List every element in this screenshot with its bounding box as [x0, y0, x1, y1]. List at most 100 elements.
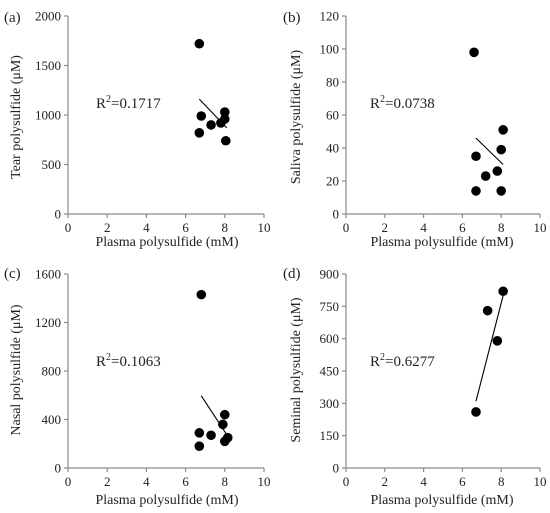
data-point [220, 409, 230, 420]
data-point [496, 144, 507, 155]
x-axis-label: Plasma polysulfide (mM) [95, 493, 238, 508]
scatter-points [469, 47, 508, 196]
y-axis-label: Seminal polysulfide (μM) [289, 297, 304, 442]
panel-seminal: (d) 0 150 300 450 600 750 900 0 2 4 6 8 10 Seminal p… [283, 266, 547, 508]
data-point [220, 135, 231, 146]
x-tick-label: 8 [498, 474, 505, 489]
x-tick-label: 8 [222, 220, 229, 235]
data-point [471, 186, 481, 196]
axes: 0 500 1000 1500 2000 0 2 4 6 8 10 [35, 9, 271, 236]
data-point [496, 186, 507, 196]
y-tick-label: 1600 [35, 267, 61, 282]
x-axis-label: Plasma polysulfide (mM) [370, 235, 513, 250]
x-tick-label: 6 [459, 474, 466, 489]
x-tick-label: 2 [382, 220, 389, 235]
y-tick-label: 750 [320, 299, 340, 314]
x-tick-label: 0 [343, 474, 350, 489]
data-point [471, 407, 481, 417]
x-tick-label: 4 [143, 474, 150, 489]
y-tick-label: 1500 [35, 58, 61, 73]
x-tick-label: 0 [343, 220, 350, 235]
y-tick-label: 2000 [35, 9, 61, 24]
y-tick-label: 150 [320, 428, 340, 443]
x-tick-label: 2 [104, 220, 111, 235]
panel-saliva: (b) 0 20 40 60 80 100 120 0 2 4 6 8 10 Saliva polysu… [283, 9, 547, 251]
panel-label: (a) [4, 10, 21, 26]
x-tick-label: 4 [420, 220, 427, 235]
y-tick-label: 300 [320, 396, 340, 411]
data-point [220, 114, 230, 124]
panel-label: (d) [283, 266, 301, 282]
x-tick-label: 6 [459, 220, 466, 235]
panel-tear: (a) 0 500 1000 1500 2000 0 2 4 6 8 10 Tear polysul… [4, 9, 271, 251]
y-tick-label: 800 [42, 364, 62, 379]
data-point [194, 38, 205, 49]
x-tick-label: 10 [534, 474, 547, 489]
x-tick-label: 10 [258, 474, 271, 489]
x-tick-label: 0 [65, 220, 72, 235]
x-tick-label: 2 [104, 474, 111, 489]
data-point [222, 432, 233, 443]
scatter-points [194, 38, 231, 146]
y-tick-label: 1000 [35, 108, 61, 123]
trend-line [475, 137, 504, 165]
y-tick-label: 100 [320, 42, 340, 57]
trend-line [475, 295, 504, 402]
panel-nasal: (c) 0 400 800 1200 1600 0 2 4 6 8 10 Nasal polysul… [4, 266, 271, 508]
scatter-points [471, 286, 508, 417]
x-tick-label: 4 [143, 220, 150, 235]
y-tick-label: 0 [55, 207, 62, 222]
y-tick-label: 400 [42, 412, 62, 427]
x-tick-label: 8 [222, 474, 229, 489]
data-point [492, 336, 503, 346]
y-axis-label: Nasal polysulfide (μM) [9, 304, 24, 435]
x-axis-label: Plasma polysulfide (mM) [95, 235, 238, 250]
r-squared-annotation: R2=0.0738 [370, 94, 435, 112]
y-axis-label: Tear polysulfide (μM) [9, 55, 24, 179]
axes: 0 150 300 450 600 750 900 0 2 4 6 8 10 [320, 267, 547, 490]
data-point [480, 171, 491, 181]
data-point [498, 125, 508, 135]
y-tick-label: 900 [320, 267, 340, 282]
data-point [194, 441, 205, 451]
data-point [196, 111, 207, 121]
panel-label: (b) [283, 10, 301, 26]
data-point [206, 430, 216, 441]
data-point [482, 305, 493, 316]
r-squared-annotation: R2=0.6277 [370, 352, 435, 370]
y-tick-label: 1200 [35, 315, 61, 330]
x-tick-label: 4 [420, 474, 427, 489]
r-squared-annotation: R2=0.1063 [96, 352, 161, 370]
y-axis-label: Saliva polysulfide (μM) [289, 50, 304, 185]
y-tick-label: 0 [55, 461, 62, 476]
y-tick-label: 0 [333, 207, 340, 222]
x-tick-label: 6 [182, 474, 189, 489]
x-tick-label: 6 [182, 220, 189, 235]
y-tick-label: 60 [326, 108, 339, 123]
y-tick-label: 20 [326, 174, 339, 189]
axes: 0 400 800 1200 1600 0 2 4 6 8 10 [35, 267, 271, 490]
data-point [471, 151, 481, 162]
scatter-points [194, 289, 233, 451]
x-tick-label: 10 [534, 220, 547, 235]
y-tick-label: 120 [320, 9, 340, 24]
axes: 0 20 40 60 80 100 120 0 2 4 6 8 10 [320, 9, 547, 236]
data-point [218, 419, 228, 430]
data-point [492, 166, 503, 176]
y-tick-label: 450 [320, 364, 340, 379]
y-tick-label: 500 [42, 157, 62, 172]
data-point [220, 107, 230, 117]
data-point [469, 47, 479, 58]
x-tick-label: 8 [498, 220, 505, 235]
panel-label: (c) [4, 266, 21, 282]
r-squared-annotation: R2=0.1717 [96, 94, 161, 112]
x-tick-label: 0 [65, 474, 72, 489]
y-tick-label: 40 [326, 141, 339, 156]
data-point [194, 128, 205, 138]
x-tick-label: 10 [258, 220, 271, 235]
y-tick-label: 600 [320, 331, 340, 346]
data-point [498, 286, 508, 297]
data-point [194, 428, 205, 438]
y-tick-label: 0 [333, 461, 340, 476]
